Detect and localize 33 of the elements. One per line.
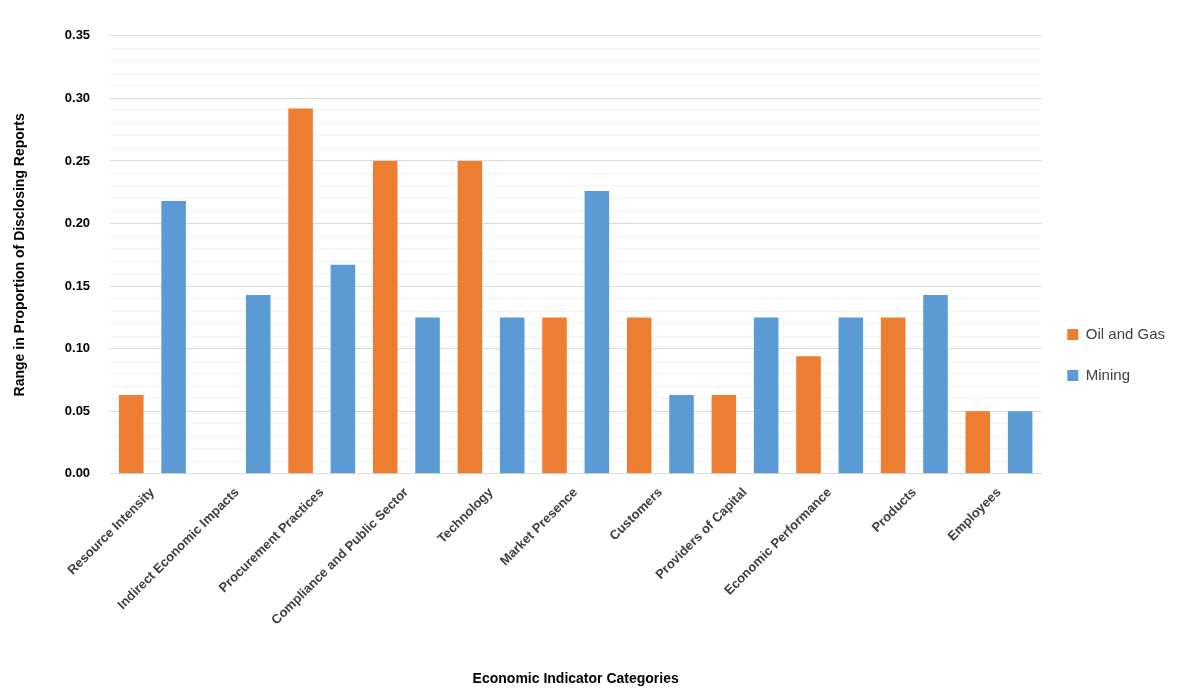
bar bbox=[245, 294, 271, 474]
bar bbox=[711, 395, 737, 474]
bar bbox=[584, 191, 610, 474]
bar bbox=[796, 356, 821, 474]
y-axis-title: Range in Proportion of Disclosing Reports bbox=[11, 113, 28, 397]
bar bbox=[330, 264, 356, 474]
y-tick-label: 0.35 bbox=[64, 27, 91, 43]
bar bbox=[118, 395, 144, 474]
bar bbox=[288, 108, 313, 474]
y-tick-label: 0.00 bbox=[64, 465, 91, 481]
y-tick-label: 0.05 bbox=[64, 402, 91, 418]
bar bbox=[923, 294, 948, 474]
bar bbox=[457, 160, 483, 474]
bar bbox=[753, 317, 779, 474]
bar bbox=[838, 317, 864, 474]
bar bbox=[880, 317, 906, 474]
y-tick-label: 0.15 bbox=[64, 277, 91, 293]
bar bbox=[542, 317, 567, 474]
bar bbox=[415, 317, 440, 474]
bar bbox=[161, 201, 186, 474]
x-axis-title: Economic Indicator Categories bbox=[472, 670, 679, 687]
bar bbox=[372, 160, 398, 474]
legend-label: Oil and Gas bbox=[1085, 324, 1166, 342]
y-tick-label: 0.25 bbox=[64, 152, 91, 168]
y-tick-label: 0.10 bbox=[64, 340, 91, 356]
bar bbox=[499, 317, 525, 474]
bar bbox=[626, 317, 652, 474]
bar bbox=[1007, 411, 1033, 474]
y-tick-label: 0.20 bbox=[64, 215, 91, 231]
bar bbox=[669, 395, 694, 474]
bar bbox=[965, 411, 991, 474]
y-tick-label: 0.30 bbox=[64, 89, 91, 105]
legend-label: Mining bbox=[1085, 365, 1130, 383]
